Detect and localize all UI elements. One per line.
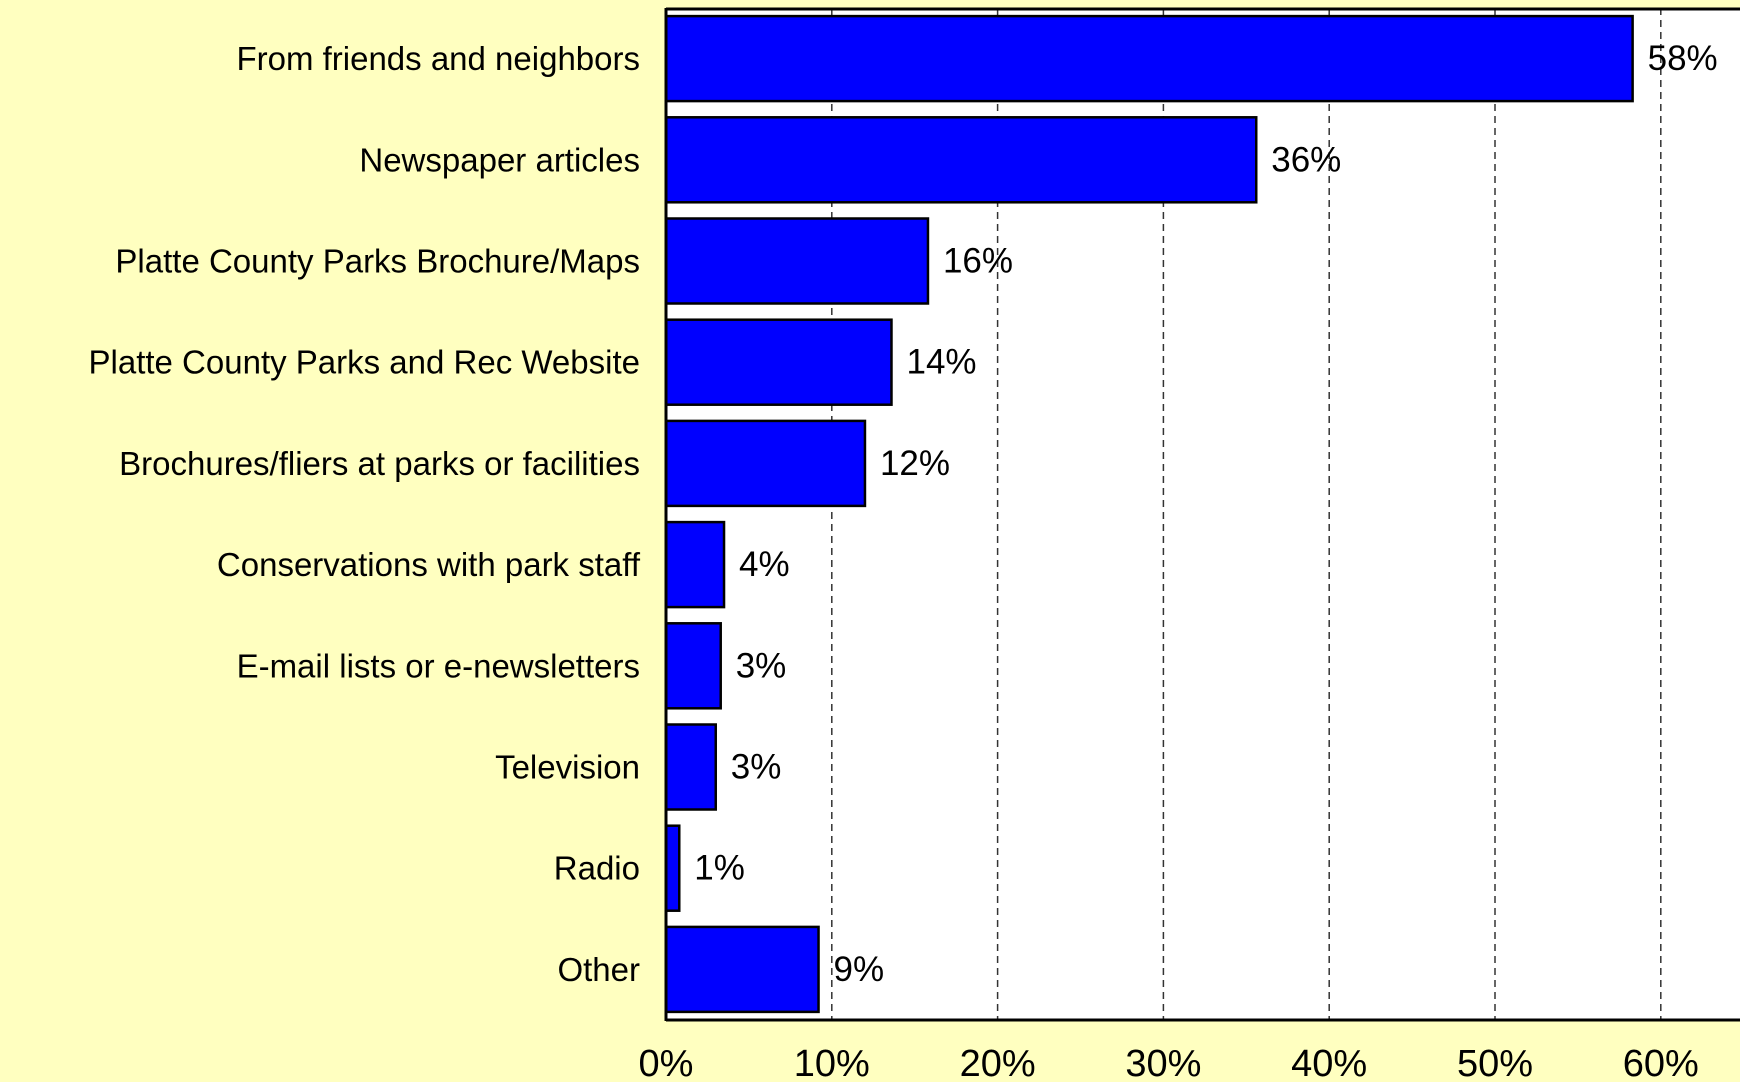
category-label: Brochures/fliers at parks or facilities — [119, 445, 640, 482]
data-label: 1% — [694, 849, 745, 888]
bar — [664, 318, 893, 406]
category-labels: From friends and neighbors Newspaper arti… — [89, 40, 641, 988]
bar — [664, 723, 717, 811]
data-label: 9% — [834, 950, 885, 989]
data-label: 3% — [736, 646, 787, 685]
data-label: 4% — [739, 545, 790, 584]
bar — [664, 14, 1634, 103]
bar — [664, 622, 722, 710]
data-label: 16% — [943, 242, 1013, 281]
bar — [664, 925, 820, 1014]
x-tick-label: 10% — [794, 1043, 870, 1082]
bar — [664, 824, 681, 912]
data-labels: 58% 36% 16% 14% 12% 4% 3% 3% 1% 9% — [694, 39, 1717, 989]
data-label: 14% — [906, 343, 976, 382]
x-tick-label: 50% — [1457, 1043, 1533, 1082]
x-axis-ticks: 0% 10% 20% 30% 40% 50% 60% — [639, 1043, 1699, 1082]
category-label: Platte County Parks and Rec Website — [89, 344, 641, 381]
bar — [664, 217, 930, 305]
x-tick-label: 40% — [1291, 1043, 1367, 1082]
data-label: 3% — [731, 748, 782, 787]
data-label: 36% — [1271, 140, 1341, 179]
bars — [664, 14, 1634, 1014]
category-label: Television — [495, 749, 640, 786]
bar — [664, 419, 867, 508]
category-label: From friends and neighbors — [236, 40, 640, 77]
category-label: Platte County Parks Brochure/Maps — [115, 243, 640, 280]
x-tick-label: 20% — [960, 1043, 1036, 1082]
category-label: Radio — [554, 850, 640, 887]
category-label: E-mail lists or e-newsletters — [237, 647, 640, 684]
category-label: Other — [557, 951, 640, 988]
category-label: Conservations with park staff — [217, 546, 641, 583]
data-label: 12% — [880, 444, 950, 483]
category-label: Newspaper articles — [359, 141, 640, 178]
x-tick-label: 30% — [1125, 1043, 1201, 1082]
bar — [664, 116, 1258, 204]
x-tick-label: 60% — [1623, 1043, 1699, 1082]
data-label: 58% — [1648, 39, 1718, 78]
bar — [664, 520, 726, 609]
x-tick-label: 0% — [639, 1043, 694, 1082]
